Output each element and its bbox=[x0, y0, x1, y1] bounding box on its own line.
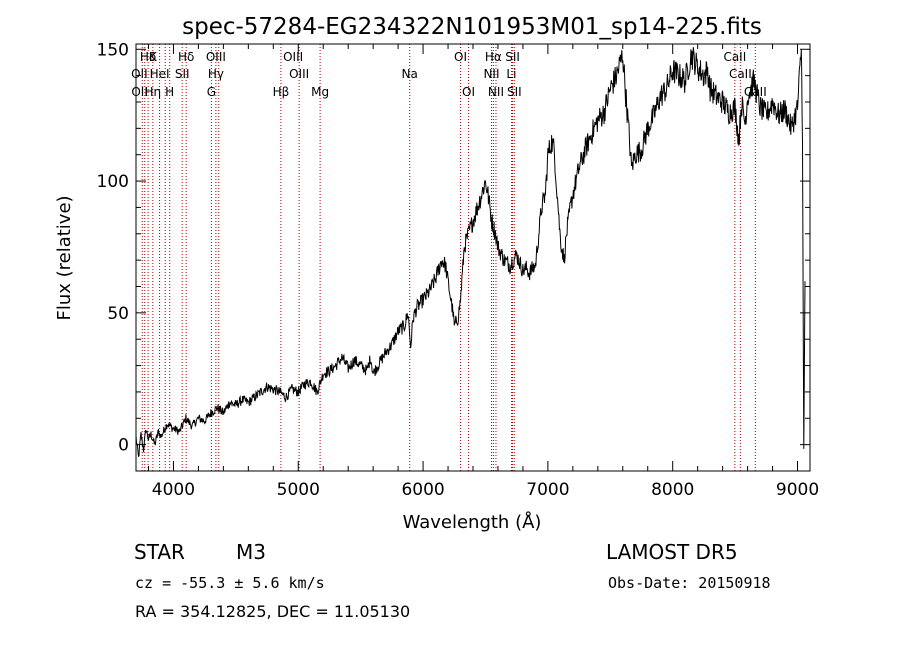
x-tick-label: 4000 bbox=[152, 480, 195, 500]
spectral-line-label: OIII bbox=[289, 67, 309, 81]
spectral-line-label: H bbox=[165, 85, 174, 99]
spectral-line-label: OIII bbox=[283, 50, 303, 64]
spectral-line-label: Na bbox=[402, 67, 418, 81]
spectral-line-label: Hδ bbox=[178, 50, 194, 64]
spectral-line-label: CaII bbox=[729, 67, 752, 81]
x-axis-label: Wavelength (Å) bbox=[403, 511, 542, 533]
radial-velocity: cz = -55.3 ± 5.6 km/s bbox=[135, 574, 325, 592]
spectral-line-label: Hα bbox=[485, 50, 502, 64]
object-type: STAR bbox=[134, 540, 185, 564]
spectral-line-label: SII bbox=[507, 85, 522, 99]
observation-date: Obs-Date: 20150918 bbox=[608, 574, 771, 592]
spectral-line-label: OII bbox=[131, 67, 148, 81]
spectral-line-label: G bbox=[207, 85, 216, 99]
spectral-line-label: SII bbox=[175, 67, 190, 81]
plot-frame bbox=[135, 43, 811, 472]
y-tick-label: 150 bbox=[97, 40, 129, 60]
x-tick-label: 8000 bbox=[651, 480, 694, 500]
spectral-line-label: HeI bbox=[150, 67, 170, 81]
x-tick-label: 9000 bbox=[776, 480, 819, 500]
y-axis-label: Flux (relative) bbox=[54, 195, 75, 320]
spectral-line-label: Hη bbox=[145, 85, 162, 99]
spectrum-line bbox=[135, 47, 806, 458]
spectral-line-label: K bbox=[149, 50, 158, 64]
chart-title: spec-57284-EG234322N101953M01_sp14-225.f… bbox=[182, 14, 762, 40]
x-tick-label: 5000 bbox=[277, 480, 320, 500]
spectral-line-label: Mg bbox=[311, 85, 329, 99]
y-tick-label: 50 bbox=[107, 304, 129, 324]
spectral-line-label: OI bbox=[454, 50, 467, 64]
spectral-line-label: NII bbox=[488, 85, 504, 99]
survey-name: LAMOST DR5 bbox=[606, 540, 738, 564]
spectral-line-label: SII bbox=[505, 50, 520, 64]
spectral-line-label: Hγ bbox=[208, 67, 224, 81]
y-tick-label: 100 bbox=[97, 172, 129, 192]
x-tick-label: 6000 bbox=[401, 480, 444, 500]
spectral-line-label: OII bbox=[131, 85, 148, 99]
spectral-line-label: OI bbox=[462, 85, 475, 99]
spectral-line-label: OIII bbox=[206, 50, 226, 64]
spectral-line-label: CaII bbox=[723, 50, 746, 64]
axes: 4000 5000 6000 7000 8000 9000 0 50 100 150 bbox=[97, 40, 820, 500]
spectral-line-label: Hβ bbox=[273, 85, 290, 99]
spectral-line-markers bbox=[141, 44, 756, 471]
x-tick-label: 7000 bbox=[526, 480, 569, 500]
spectral-line-label: Hδ bbox=[140, 50, 156, 64]
y-tick-label: 0 bbox=[118, 436, 129, 456]
spectral-line-label: Li bbox=[506, 67, 516, 81]
coordinates: RA = 354.12825, DEC = 11.05130 bbox=[135, 602, 411, 621]
object-subclass: M3 bbox=[236, 540, 266, 564]
spectral-line-label: NII bbox=[483, 67, 499, 81]
